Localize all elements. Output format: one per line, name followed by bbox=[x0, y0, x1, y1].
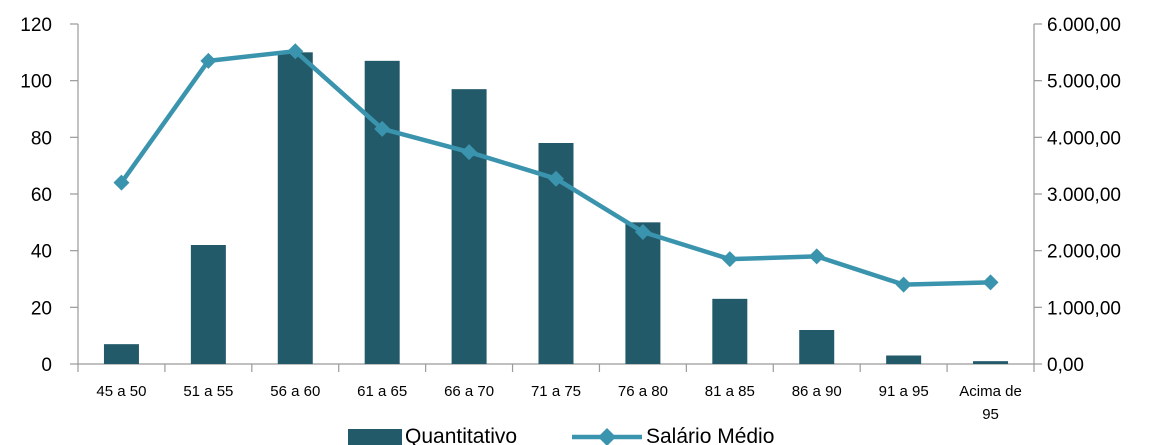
legend-swatch-salario-marker bbox=[598, 428, 616, 445]
left-tick-label: 100 bbox=[20, 72, 52, 93]
line-point bbox=[548, 170, 564, 187]
x-tick-label: 86 a 90 bbox=[792, 383, 842, 400]
x-tick-label: 71 a 75 bbox=[531, 383, 581, 400]
x-tick-label: 61 a 65 bbox=[357, 383, 407, 400]
bar bbox=[712, 298, 748, 364]
right-tick-label: 6.000,00 bbox=[1047, 15, 1121, 36]
bars bbox=[103, 52, 1009, 365]
left-tick-label: 40 bbox=[31, 242, 52, 263]
legend-label-salario: Salário Médio bbox=[646, 425, 774, 445]
line-point bbox=[808, 248, 825, 265]
line-point bbox=[113, 174, 130, 191]
left-tick-label: 80 bbox=[31, 128, 52, 149]
line-point bbox=[982, 274, 999, 291]
x-tick-label: Acima de bbox=[959, 383, 1022, 400]
right-tick-label: 3.000,00 bbox=[1047, 185, 1121, 206]
line-point bbox=[461, 144, 478, 161]
bar bbox=[799, 330, 835, 364]
line-point bbox=[634, 223, 651, 240]
left-tick-label: 120 bbox=[20, 15, 52, 36]
x-tick-label: 56 a 60 bbox=[270, 383, 320, 400]
legend: Quantitativo Salário Médio bbox=[348, 425, 774, 445]
bar bbox=[364, 60, 400, 364]
left-tick-label: 60 bbox=[31, 185, 52, 206]
left-tick-label: 20 bbox=[31, 298, 52, 319]
x-tick-label: 76 a 80 bbox=[618, 383, 668, 400]
legend-swatch-quantitativo bbox=[348, 429, 402, 445]
bar bbox=[277, 52, 313, 364]
right-tick-label: 4.000,00 bbox=[1047, 128, 1121, 149]
line-series bbox=[113, 43, 999, 293]
right-tick-label: 0,00 bbox=[1047, 355, 1084, 376]
bar bbox=[973, 361, 1009, 364]
bar bbox=[451, 89, 487, 365]
line-point bbox=[721, 251, 738, 268]
x-tick-label: 81 a 85 bbox=[705, 383, 755, 400]
bar bbox=[103, 344, 139, 364]
x-tick-label: 45 a 50 bbox=[96, 383, 146, 400]
legend-label-quantitativo: Quantitativo bbox=[405, 425, 517, 445]
right-tick-label: 1.000,00 bbox=[1047, 298, 1121, 319]
bar bbox=[886, 355, 922, 364]
labels: 0 20 40 60 80 100 120 0,00 1.000,00 2.000,00 3.000… bbox=[20, 15, 1121, 423]
left-tick-label: 0 bbox=[41, 355, 52, 376]
line-point bbox=[895, 276, 912, 293]
line-point bbox=[374, 120, 391, 137]
bar bbox=[190, 245, 226, 364]
right-tick-label: 5.000,00 bbox=[1047, 72, 1121, 93]
right-tick-label: 2.000,00 bbox=[1047, 242, 1121, 263]
x-tick-label-cont: 95 bbox=[982, 406, 999, 423]
x-tick-label: 91 a 95 bbox=[879, 383, 929, 400]
x-tick-label: 66 a 70 bbox=[444, 383, 494, 400]
line-point bbox=[287, 43, 304, 60]
x-tick-label: 51 a 55 bbox=[183, 383, 233, 400]
bar bbox=[625, 222, 661, 364]
line-point bbox=[200, 52, 217, 69]
